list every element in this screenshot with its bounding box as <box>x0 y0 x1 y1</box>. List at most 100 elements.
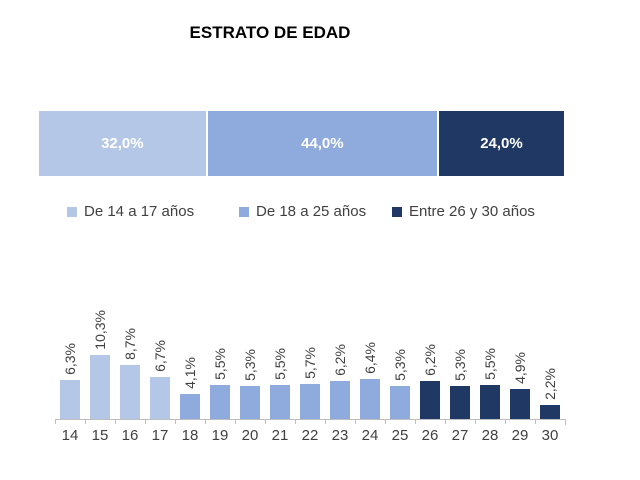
bar-chart-plot: 6,3% 10,3% 8,7% 6,7% 4,1% 5,5% 5,3% 5,5% 5,7% 6,2… <box>55 297 565 419</box>
bar-column: 6,3% <box>55 297 85 419</box>
bar-value-label: 4,9% <box>512 352 528 384</box>
axis-tick <box>85 420 115 424</box>
legend-item: De 14 a 17 años <box>67 203 194 220</box>
stacked-segment: 24,0% <box>438 111 564 176</box>
bar <box>360 379 380 419</box>
bar <box>450 386 470 419</box>
axis-tick <box>415 420 445 424</box>
axis-tick <box>325 420 355 424</box>
bar <box>180 394 200 419</box>
stacked-segment: 32,0% <box>39 111 206 176</box>
legend-swatch-icon <box>392 206 402 217</box>
x-axis-label: 14 <box>61 427 79 444</box>
legend: De 14 a 17 años De 18 a 25 años Entre 26 y… <box>0 203 640 223</box>
bar-column: 6,2% <box>415 297 445 419</box>
bar-value-label: 5,5% <box>272 348 288 380</box>
legend-item: De 18 a 25 años <box>239 203 366 220</box>
x-axis-label: 19 <box>211 427 229 444</box>
axis-tick <box>445 420 475 424</box>
stacked-bar: 32,0% 44,0% 24,0% <box>39 111 564 176</box>
bar-value-label: 5,3% <box>452 349 468 381</box>
x-axis-label: 16 <box>121 427 139 444</box>
bar-value-label: 5,3% <box>392 349 408 381</box>
bar <box>120 365 140 419</box>
legend-label: De 14 a 17 años <box>84 203 195 220</box>
legend-swatch-icon <box>67 206 77 217</box>
legend-label: De 18 a 25 años <box>256 203 367 220</box>
axis-tick <box>295 420 325 424</box>
bar-value-label: 6,2% <box>422 344 438 376</box>
axis-tick <box>235 420 265 424</box>
x-axis-label: 28 <box>481 427 499 444</box>
bar <box>90 355 110 419</box>
bar-column: 4,1% <box>175 297 205 419</box>
axis-tick <box>175 420 205 424</box>
bar-value-label: 6,2% <box>332 344 348 376</box>
x-axis-label: 17 <box>151 427 169 444</box>
bar-column: 4,9% <box>505 297 535 419</box>
bar-value-label: 5,3% <box>242 349 258 381</box>
bar-column: 5,3% <box>385 297 415 419</box>
axis-tick <box>115 420 145 424</box>
bar-value-label: 6,3% <box>62 343 78 375</box>
axis-tick <box>205 420 235 424</box>
legend-item: Entre 26 y 30 años <box>392 203 535 220</box>
bar-value-label: 4,1% <box>182 357 198 389</box>
bar-value-label: 6,7% <box>152 340 168 372</box>
bar <box>60 380 80 419</box>
bar-column: 5,5% <box>475 297 505 419</box>
axis-tick <box>265 420 295 424</box>
x-axis <box>55 419 566 425</box>
bar-value-label: 10,3% <box>92 310 108 350</box>
x-axis-label: 21 <box>271 427 289 444</box>
bar <box>480 385 500 419</box>
x-axis-label: 23 <box>331 427 349 444</box>
bar-column: 6,2% <box>325 297 355 419</box>
bar-column: 5,5% <box>265 297 295 419</box>
bar-value-label: 8,7% <box>122 328 138 360</box>
x-axis-label: 24 <box>361 427 379 444</box>
bar-column: 5,7% <box>295 297 325 419</box>
x-axis-labels: 14 15 16 17 18 19 20 21 22 23 24 25 26 27 28 29 30 <box>55 427 565 444</box>
x-axis-label: 29 <box>511 427 529 444</box>
bar-value-label: 5,5% <box>482 348 498 380</box>
axis-tick <box>55 420 85 424</box>
x-axis-label: 15 <box>91 427 109 444</box>
x-axis-label: 18 <box>181 427 199 444</box>
bar <box>210 385 230 419</box>
bar-column: 10,3% <box>85 297 115 419</box>
bar-value-label: 6,4% <box>362 342 378 374</box>
axis-tick <box>385 420 415 424</box>
bar <box>330 381 350 419</box>
chart-title: ESTRATO DE EDAD <box>189 23 351 42</box>
bar-value-label: 2,2% <box>542 368 558 400</box>
x-axis-label: 20 <box>241 427 259 444</box>
bar-column: 5,5% <box>205 297 235 419</box>
x-axis-label: 22 <box>301 427 319 444</box>
legend-label: Entre 26 y 30 años <box>409 203 535 220</box>
bar-value-label: 5,5% <box>212 348 228 380</box>
bar-column: 5,3% <box>445 297 475 419</box>
x-axis-label: 30 <box>541 427 559 444</box>
bar-column: 6,4% <box>355 297 385 419</box>
bar <box>540 405 560 419</box>
bar <box>240 386 260 419</box>
axis-tick <box>535 420 565 424</box>
bar <box>510 389 530 419</box>
bar-column: 8,7% <box>115 297 145 419</box>
bar <box>420 381 440 419</box>
axis-tick <box>145 420 175 424</box>
bar <box>300 384 320 419</box>
axis-tick <box>475 420 505 424</box>
x-axis-label: 26 <box>421 427 439 444</box>
bar-column: 2,2% <box>535 297 565 419</box>
bar <box>150 377 170 419</box>
x-axis-label: 27 <box>451 427 469 444</box>
bar <box>270 385 290 419</box>
bar-value-label: 5,7% <box>302 347 318 379</box>
stacked-segment: 44,0% <box>207 111 437 176</box>
bar-column: 5,3% <box>235 297 265 419</box>
legend-swatch-icon <box>239 206 249 217</box>
bar <box>390 386 410 419</box>
